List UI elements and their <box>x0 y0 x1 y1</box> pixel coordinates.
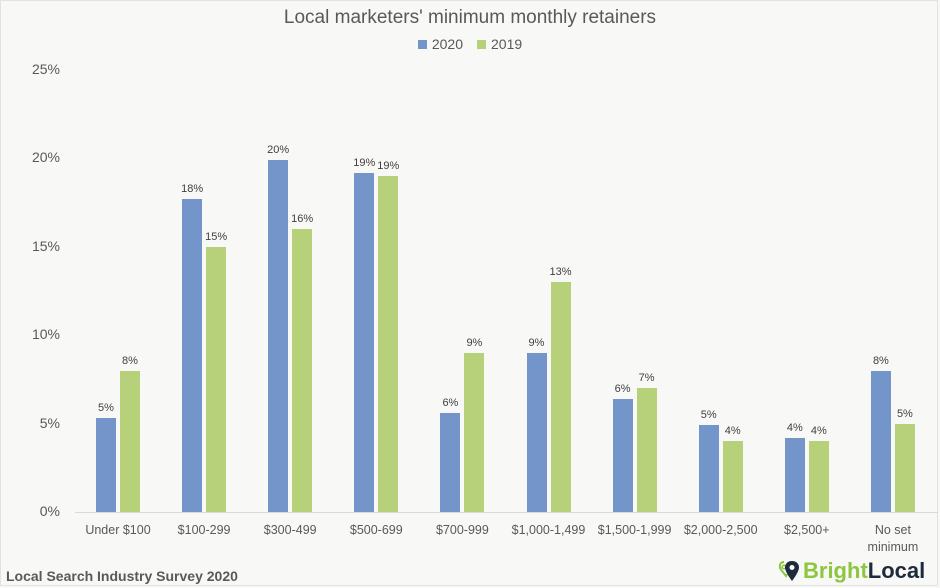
bar-value-label: 13% <box>549 266 572 279</box>
map-pin-heart-icon <box>778 561 799 581</box>
bar-value-label: 19% <box>353 156 376 169</box>
x-axis-line <box>75 512 938 513</box>
logo-text-local: Local <box>867 558 926 583</box>
bar-2020 <box>698 425 719 512</box>
bar-value-label: 19% <box>377 160 400 173</box>
x-tick-label: $2,500+ <box>784 523 830 537</box>
legend-item-2020: 2020 <box>417 36 463 52</box>
legend-swatch-2019 <box>477 39 486 49</box>
bar-2020 <box>784 437 805 512</box>
x-tick-label: $100-299 <box>177 523 231 537</box>
bar-2019 <box>464 352 485 512</box>
legend-item-2019: 2019 <box>477 36 522 52</box>
bar-value-label: 16% <box>291 213 314 226</box>
y-tick-label: 25% <box>31 61 60 77</box>
bar-2020 <box>526 352 547 512</box>
x-tick-label: $700-999 <box>435 523 489 537</box>
bar-2020 <box>182 199 203 512</box>
bar-2019 <box>722 441 743 512</box>
legend-label-2020: 2020 <box>431 36 463 52</box>
bar-value-label: 7% <box>638 372 655 385</box>
y-tick-label: 5% <box>39 414 60 431</box>
legend-label-2019: 2019 <box>491 36 523 52</box>
bar-value-label: 9% <box>466 336 483 349</box>
bar-value-label: 6% <box>442 396 459 409</box>
logo-text-bright: Bright <box>803 558 868 583</box>
x-tick-label: Under $100 <box>85 523 151 537</box>
bar-value-label: 18% <box>181 183 204 196</box>
chart-title: Local marketers' minimum monthly retaine… <box>283 7 657 28</box>
bar-2020 <box>96 418 116 512</box>
y-tick-label: 15% <box>31 237 60 254</box>
legend-swatch-2020 <box>417 39 427 49</box>
bar-2020 <box>870 370 891 512</box>
x-tick-label: $2,000-2,500 <box>683 523 758 537</box>
bar-2019 <box>550 282 571 512</box>
y-tick-label: 10% <box>31 326 60 343</box>
legend: 2020 2019 <box>0 36 940 52</box>
bar-value-label: 4% <box>810 425 827 438</box>
bar-value-label: 4% <box>786 421 803 434</box>
bar-value-label: 8% <box>872 354 889 367</box>
x-tick-label: $1,000-1,499 <box>511 523 586 537</box>
bar-2019 <box>378 176 399 512</box>
source-footer: Local Search Industry Survey 2020 <box>6 568 238 584</box>
y-tick-label: 20% <box>31 149 60 166</box>
bar-value-label: 4% <box>724 425 741 438</box>
bar-2019 <box>292 229 313 512</box>
bar-value-label: 8% <box>122 354 138 367</box>
bar-2019 <box>206 246 227 512</box>
bar-value-label: 9% <box>528 336 545 349</box>
bar-2019 <box>120 370 140 512</box>
bar-2019 <box>808 441 829 512</box>
x-tick-label: $300-499 <box>263 523 317 537</box>
x-tick-label: $500-699 <box>349 523 403 537</box>
brightlocal-logo: BrightLocal <box>778 558 925 584</box>
bar-value-label: 15% <box>205 230 228 243</box>
bar-2019 <box>894 423 915 512</box>
bar-2020 <box>268 160 289 512</box>
bar-2020 <box>354 172 375 512</box>
bar-2020 <box>440 412 461 512</box>
bar-value-label: 6% <box>614 382 631 395</box>
y-tick-label: 0% <box>39 503 60 519</box>
x-tick-label: $1,500-1,999 <box>597 523 672 537</box>
bar-value-label: 5% <box>896 407 913 420</box>
bar-value-label: 5% <box>98 402 114 415</box>
bar-2019 <box>636 388 657 512</box>
bar-2020 <box>612 398 633 512</box>
x-tick-label: No set minimum <box>867 523 919 554</box>
bar-value-label: 5% <box>700 409 717 422</box>
bar-value-label: 20% <box>267 144 290 157</box>
